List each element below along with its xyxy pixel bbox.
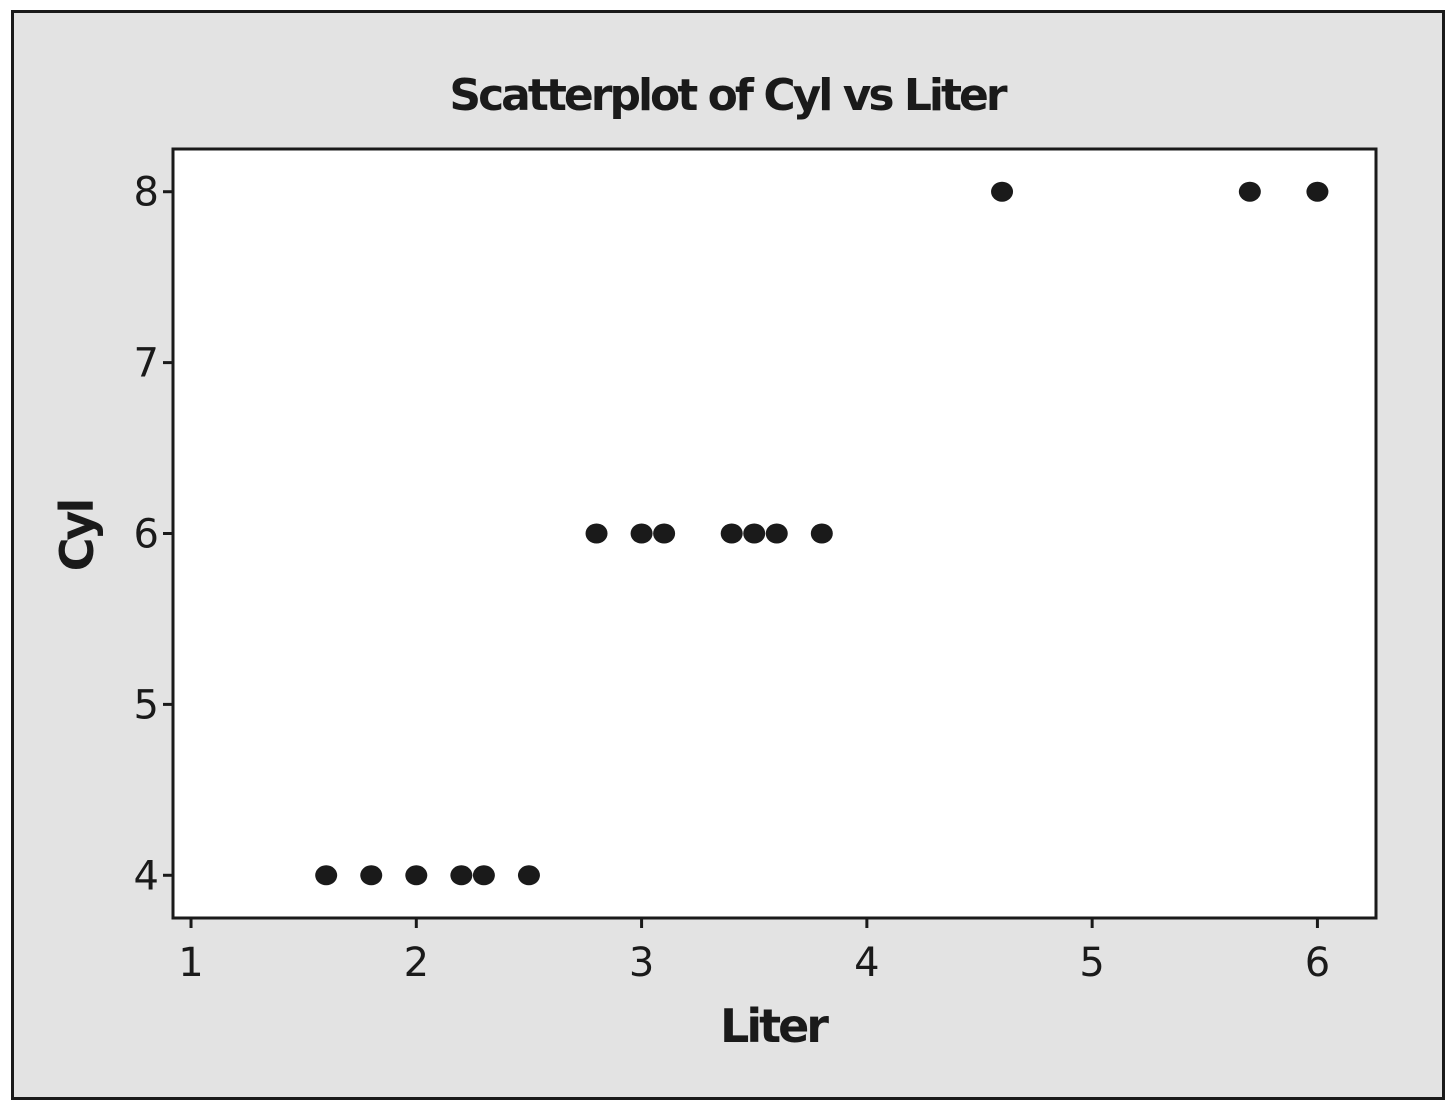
y-tick-label: 4 — [134, 853, 159, 899]
x-tick-label: 6 — [1305, 940, 1330, 986]
x-tick-label: 2 — [404, 940, 429, 986]
data-point — [450, 865, 473, 886]
data-point — [743, 523, 766, 544]
data-point — [585, 523, 608, 544]
data-point — [360, 865, 383, 886]
data-point — [517, 865, 540, 886]
data-point — [472, 865, 495, 886]
data-point — [315, 865, 338, 886]
data-point — [630, 523, 653, 544]
x-tick-label: 3 — [629, 940, 654, 986]
y-tick-label: 5 — [134, 682, 159, 728]
y-tick-label: 6 — [134, 512, 159, 558]
chart-title: Scatterplot of Cyl vs Liter — [449, 70, 1007, 121]
y-axis: 4 5 6 7 8 — [134, 170, 173, 899]
x-tick-label: 4 — [854, 940, 879, 986]
y-axis-label: Cyl — [50, 501, 104, 572]
data-point — [720, 523, 743, 544]
y-tick-label: 7 — [134, 341, 159, 387]
x-axis-label: Liter — [720, 999, 829, 1053]
data-point — [653, 523, 676, 544]
data-point — [765, 523, 788, 544]
data-point — [1238, 181, 1261, 202]
x-axis: 1 2 3 4 5 6 — [178, 918, 1330, 986]
data-point — [991, 181, 1014, 202]
data-point — [810, 523, 833, 544]
data-point — [1306, 181, 1329, 202]
data-points — [315, 181, 1329, 886]
y-tick-label: 8 — [134, 170, 159, 216]
x-tick-label: 5 — [1079, 940, 1104, 986]
x-tick-label: 1 — [178, 940, 203, 986]
data-point — [405, 865, 428, 886]
